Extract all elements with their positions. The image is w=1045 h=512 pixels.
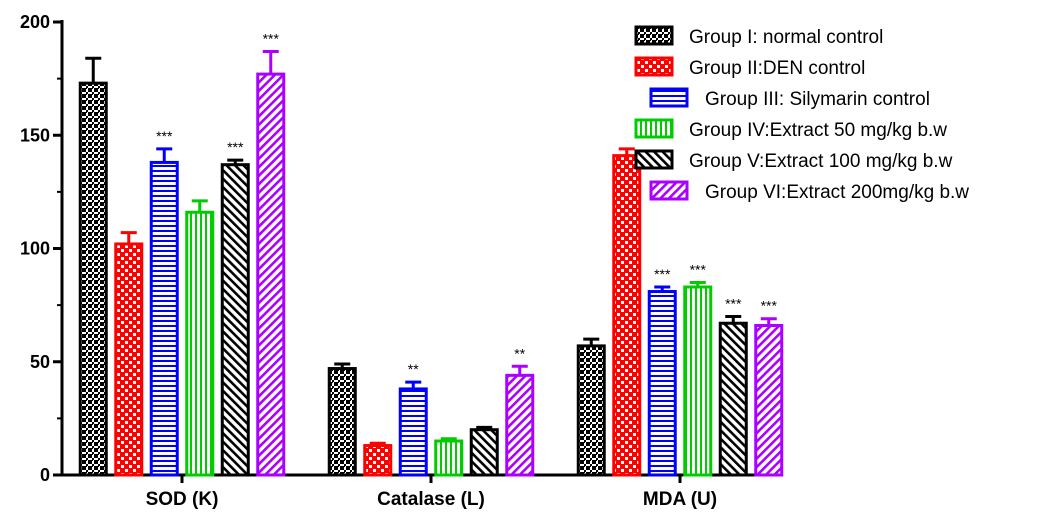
bar — [576, 344, 606, 477]
legend-swatch — [634, 118, 674, 139]
bar — [185, 210, 215, 477]
bar — [612, 154, 642, 477]
legend-swatch — [649, 87, 689, 108]
axes: 0 50 100 150 200 SOD (K) Catalase (L) MDA (U) — [20, 12, 770, 510]
significance-label: *** — [263, 30, 280, 46]
bar — [220, 163, 250, 477]
x-category-label: SOD (K) — [146, 489, 219, 510]
significance-label: ** — [408, 361, 419, 377]
significance-label: *** — [654, 266, 671, 282]
bar — [78, 81, 108, 477]
y-tick-label: 200 — [20, 12, 50, 32]
legend-swatch — [649, 180, 689, 201]
significance-label: *** — [156, 128, 173, 144]
significance-label: ** — [514, 345, 525, 361]
bar — [398, 387, 428, 477]
bar — [434, 439, 464, 477]
legend-label: Group I: normal control — [689, 27, 883, 48]
bar — [149, 160, 179, 477]
bar — [505, 373, 535, 477]
legend-label: Group II:DEN control — [689, 58, 865, 79]
legend: Group I: normal control Group II:DEN cont… — [634, 25, 969, 203]
bar — [647, 290, 677, 477]
bars: **************** ****** *** — [78, 30, 784, 477]
significance-label: *** — [761, 298, 778, 314]
bar — [114, 242, 144, 477]
bar — [718, 321, 748, 477]
y-tick-label: 0 — [40, 465, 50, 485]
bar — [469, 428, 499, 477]
x-category-label: MDA (U) — [643, 489, 717, 510]
y-tick-label: 100 — [20, 239, 50, 259]
legend-swatch — [634, 56, 674, 77]
significance-label: *** — [725, 295, 742, 311]
y-tick-label: 150 — [20, 125, 50, 145]
bar — [683, 285, 713, 477]
legend-label: Group III: Silymarin control — [705, 89, 930, 110]
legend-label: Group VI:Extract 200mg/kg b.w — [705, 182, 969, 203]
bar — [327, 367, 357, 477]
legend-label: Group V:Extract 100 mg/kg b.w — [689, 151, 953, 172]
bar — [754, 324, 784, 477]
x-category-label: Catalase (L) — [377, 489, 485, 510]
y-tick-label: 50 — [30, 352, 50, 372]
bar — [256, 72, 286, 477]
significance-label: *** — [227, 139, 244, 155]
legend-swatch — [634, 25, 674, 46]
legend-swatch — [634, 149, 674, 170]
legend-label: Group IV:Extract 50 mg/kg b.w — [689, 120, 947, 141]
significance-label: *** — [690, 261, 707, 277]
bar — [363, 444, 393, 477]
